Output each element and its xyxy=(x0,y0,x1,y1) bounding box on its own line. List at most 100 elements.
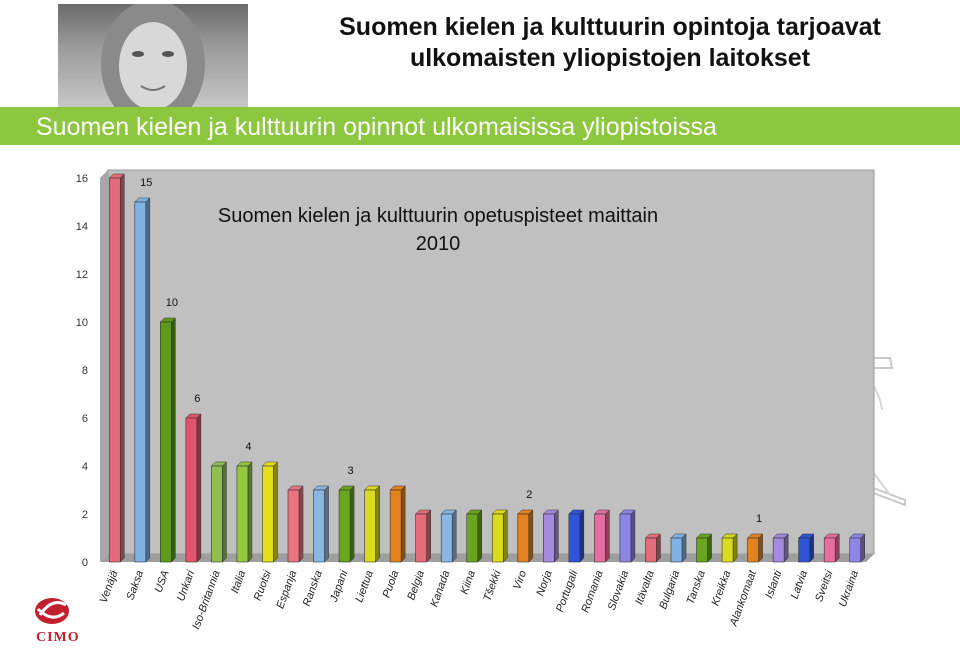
x-tick-label: Italia xyxy=(229,569,248,595)
bar xyxy=(185,417,198,563)
bar xyxy=(619,513,632,563)
bar-side xyxy=(298,485,304,563)
bar-side xyxy=(477,509,482,563)
bar xyxy=(543,513,555,563)
bar-side xyxy=(732,533,738,563)
bar-side xyxy=(375,485,380,563)
bar xyxy=(236,465,249,563)
bar-side xyxy=(247,461,253,563)
bar-side xyxy=(451,509,457,563)
x-tick-label: Tanska xyxy=(685,569,708,606)
bar-side xyxy=(834,533,840,563)
bar xyxy=(108,177,121,563)
page-title: Suomen kielen ja kulttuurin opintoja tar… xyxy=(300,12,920,74)
bar xyxy=(670,537,683,563)
bar-side xyxy=(630,509,636,563)
chart-title-line2: 2010 xyxy=(416,233,461,255)
bar-side xyxy=(656,533,661,563)
cimo-logo xyxy=(32,595,80,647)
y-tick-label: 10 xyxy=(76,317,88,329)
data-label: 3 xyxy=(348,465,354,477)
x-tick-label: Liettua xyxy=(353,569,376,604)
y-tick-label: 6 xyxy=(82,413,88,425)
data-label: 6 xyxy=(194,393,200,405)
header-photo xyxy=(58,4,248,109)
data-label: 10 xyxy=(166,297,178,309)
bar-side xyxy=(605,509,610,563)
bar xyxy=(287,489,300,563)
x-tick-label: Kreikka xyxy=(710,569,734,608)
x-tick-label: Unkari xyxy=(175,568,197,602)
bar xyxy=(594,513,606,563)
chart-title-line1: Suomen kielen ja kulttuurin opetuspistee… xyxy=(218,205,658,227)
bar-side xyxy=(400,485,406,563)
bar xyxy=(798,537,810,563)
banner-text: Suomen kielen ja kulttuurin opinnot ulko… xyxy=(36,113,717,141)
x-tick-label: Ruotsi xyxy=(252,568,274,602)
bar xyxy=(160,321,172,563)
section-banner: Suomen kielen ja kulttuurin opinnot ulko… xyxy=(0,107,960,145)
bar xyxy=(696,537,708,563)
bar-side xyxy=(426,509,431,563)
bar-side xyxy=(349,485,355,563)
bar xyxy=(415,513,427,563)
bar xyxy=(262,465,274,563)
bar-side xyxy=(554,509,559,563)
bar xyxy=(466,513,479,563)
bar-side xyxy=(860,533,865,563)
bar-side xyxy=(196,413,202,563)
cimo-logo-icon xyxy=(35,598,69,624)
page-title-line1: Suomen kielen ja kulttuurin opintoja tar… xyxy=(339,13,881,41)
data-label: 1 xyxy=(756,513,762,525)
bar-side xyxy=(145,197,151,563)
bar-side xyxy=(528,509,534,563)
x-tick-label: Saksa xyxy=(124,569,146,602)
data-label: 2 xyxy=(526,489,532,501)
x-tick-label: Portugali xyxy=(554,568,580,613)
bar-side xyxy=(324,485,329,563)
bar xyxy=(338,489,351,563)
cimo-logo-text: CIMO xyxy=(36,630,80,645)
x-tick-label: Sveitsi xyxy=(813,568,836,603)
bar-side xyxy=(809,533,814,563)
data-label: 4 xyxy=(245,441,251,453)
bar-side xyxy=(273,461,278,563)
bar xyxy=(747,537,759,563)
bar xyxy=(721,537,734,563)
bar-side xyxy=(579,509,585,563)
bar xyxy=(849,537,862,563)
bar-side xyxy=(681,533,687,563)
x-tick-label: USA xyxy=(153,569,172,594)
y-tick-label: 4 xyxy=(82,461,88,473)
x-tick-label: Itävalta xyxy=(633,569,656,606)
y-tick-label: 16 xyxy=(76,173,88,185)
x-tick-label: Romania xyxy=(579,569,605,614)
chart-back-wall xyxy=(107,169,875,555)
bar xyxy=(364,489,376,563)
bar xyxy=(313,489,325,563)
x-tick-label: Puola xyxy=(381,569,402,600)
bar xyxy=(772,537,785,563)
x-tick-label: Viro xyxy=(511,569,529,591)
x-tick-label: Norja xyxy=(534,569,554,598)
page-title-line2: ulkomaisten yliopistojen laitokset xyxy=(409,44,811,72)
y-tick-label: 0 xyxy=(82,557,88,569)
bar-side xyxy=(171,317,176,563)
x-tick-label: Slovakia xyxy=(606,569,631,612)
x-tick-label: Venäjä xyxy=(98,569,121,605)
bar xyxy=(823,537,836,563)
bar xyxy=(645,537,657,563)
bar xyxy=(517,513,530,563)
x-tick-label: Alankomaat xyxy=(727,568,759,629)
bar xyxy=(211,465,223,563)
bar-side xyxy=(783,533,789,563)
bar-side xyxy=(707,533,712,563)
x-tick-label: Kanada xyxy=(428,569,452,609)
x-tick-label: Japani xyxy=(328,568,351,604)
y-tick-label: 12 xyxy=(76,269,88,281)
bar-side xyxy=(503,509,508,563)
bar xyxy=(491,513,504,563)
bar-side xyxy=(120,173,125,563)
bar xyxy=(568,513,581,563)
